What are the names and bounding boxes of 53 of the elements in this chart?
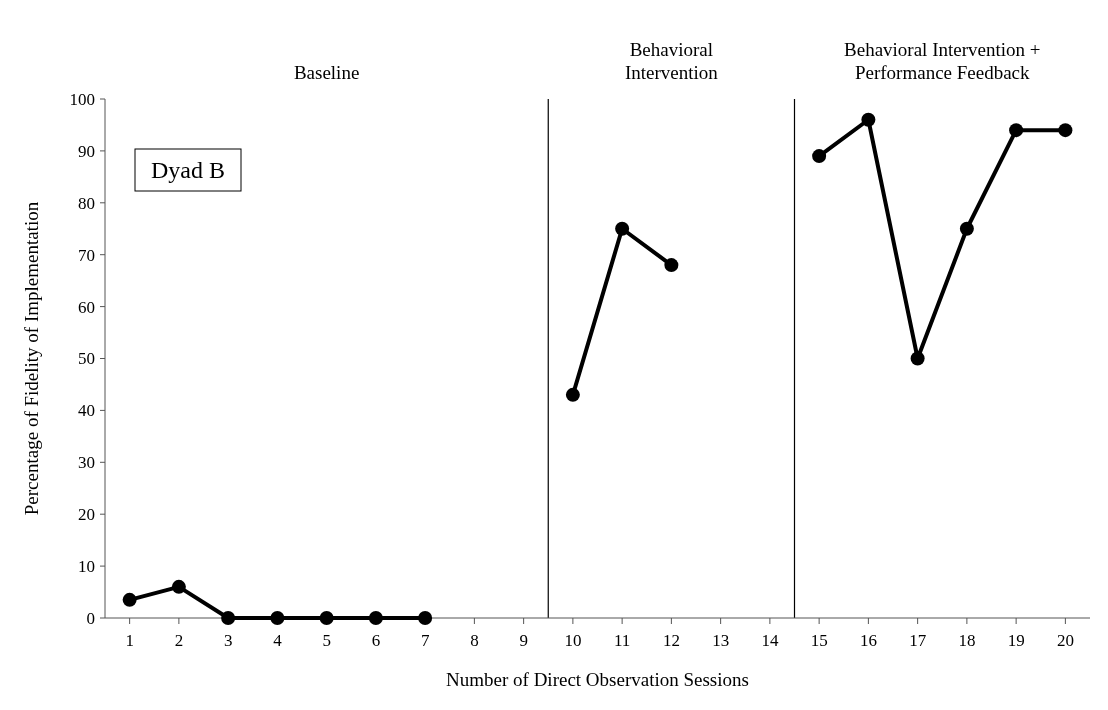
- x-tick-label: 13: [712, 631, 730, 650]
- y-tick-label: 80: [78, 193, 95, 213]
- x-tick-label: 4: [273, 631, 283, 650]
- x-tick-label: 18: [958, 631, 976, 650]
- text: Behavioral Intervention: [624, 39, 719, 83]
- x-tick-label: 15: [810, 631, 828, 650]
- x-tick-label: 1: [125, 631, 134, 650]
- point: [319, 611, 334, 625]
- x-tick-label: 6: [371, 631, 381, 650]
- x-tick-label: 2: [174, 631, 184, 650]
- y-tick-label: 50: [78, 349, 95, 369]
- x-tick-label: 7: [420, 631, 430, 650]
- x-tick-label: 9: [519, 631, 528, 650]
- text: Baseline: [293, 62, 360, 83]
- point: [1058, 123, 1073, 138]
- x-tick-label: 10: [564, 631, 582, 650]
- point: [861, 112, 876, 127]
- x-tick-label: 20: [1056, 631, 1074, 650]
- point: [615, 221, 630, 236]
- x-tick-label: 17: [909, 631, 927, 650]
- point: [812, 149, 827, 164]
- y-tick-label: 10: [78, 557, 95, 577]
- y-tick-label: 30: [78, 453, 95, 473]
- y-tick-label: 60: [78, 297, 95, 317]
- point: [910, 351, 925, 366]
- y-axis-title: Percentage of Fidelity of Implementation: [21, 201, 42, 516]
- x-tick-label: 14: [761, 631, 779, 650]
- text: Behavioral Intervention + Performance Feedback: [844, 39, 1041, 83]
- annotation: Dyad B: [151, 157, 225, 183]
- x-tick-label: 3: [223, 631, 233, 650]
- x-tick-label: 19: [1007, 631, 1025, 650]
- x-tick-label: 16: [859, 631, 877, 650]
- x-tick-label: 5: [322, 631, 331, 650]
- point: [1009, 123, 1024, 138]
- y-tick-label: 90: [78, 141, 95, 161]
- x-tick-label: 8: [470, 631, 479, 650]
- point: [171, 579, 186, 594]
- point: [664, 258, 679, 273]
- y-tick-label: 40: [78, 401, 95, 421]
- y-tick-label: 20: [78, 505, 95, 525]
- y-tick-label: 100: [69, 89, 95, 109]
- point: [959, 221, 974, 236]
- point: [270, 611, 285, 625]
- x-axis-title: Number of Direct Observation Sessions: [446, 669, 749, 690]
- y-tick-label: 70: [78, 245, 95, 265]
- point: [368, 611, 383, 625]
- x-tick-label: 11: [613, 631, 631, 650]
- y-tick-label: 0: [86, 608, 95, 628]
- x-tick-label: 12: [662, 631, 680, 650]
- point: [418, 611, 433, 625]
- point: [565, 387, 580, 402]
- point: [221, 611, 236, 625]
- point: [122, 592, 137, 607]
